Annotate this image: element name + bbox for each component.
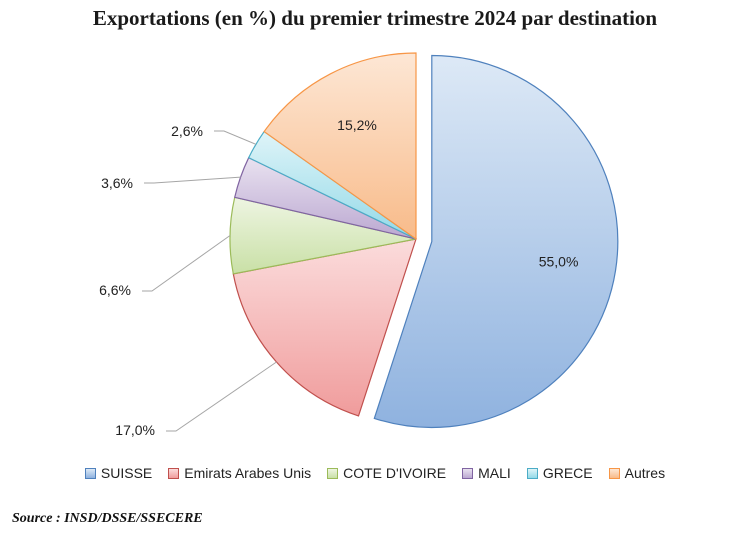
pie-chart: 55,0% 17,0% 6,6% 3,6% 2,6% 15,2% — [99, 52, 619, 438]
legend-swatch — [84, 467, 96, 479]
chart-legend: SUISSE Emirats Arabes Unis COTE D'IVOIRE MA… — [0, 465, 750, 481]
legend-swatch — [608, 467, 620, 479]
source-note: Source : INSD/DSSE/SSECERE — [12, 511, 203, 526]
legend-item: GRECE — [526, 465, 593, 481]
legend-item: Emirats Arabes Unis — [168, 465, 311, 481]
legend-item: SUISSE — [84, 465, 153, 481]
leader-line — [166, 361, 277, 432]
data-label-mali: 3,6% — [101, 175, 133, 191]
legend-label: GRECE — [542, 465, 593, 481]
pie-slice-suisse — [373, 54, 619, 429]
leader-line — [142, 235, 231, 292]
chart-title: Exportations (en %) du premier trimestre… — [92, 6, 658, 30]
legend-swatch — [168, 467, 180, 479]
legend-swatch — [526, 467, 538, 479]
data-label-autres: 15,2% — [337, 117, 377, 133]
legend-label: Emirats Arabes Unis — [184, 465, 312, 481]
leader-line — [214, 130, 257, 145]
legend-item: Autres — [608, 465, 666, 481]
legend-label: Autres — [624, 465, 666, 481]
legend-label: COTE D'IVOIRE — [343, 465, 447, 481]
data-label-cote-d-ivoire: 6,6% — [99, 282, 131, 298]
legend-item: MALI — [462, 465, 511, 481]
legend-label: SUISSE — [100, 465, 153, 481]
legend-label: MALI — [478, 465, 511, 481]
data-label-suisse: 55,0% — [539, 254, 579, 270]
data-label-emirats-arabes-unis: 17,0% — [115, 422, 155, 438]
leader-line — [144, 176, 241, 184]
legend-swatch — [327, 467, 339, 479]
data-label-grece: 2,6% — [171, 123, 203, 139]
legend-item: COTE D'IVOIRE — [327, 465, 446, 481]
pie-slice-autres — [263, 52, 417, 241]
pie-slice-emirats-arabes-unis — [232, 238, 417, 417]
legend-swatch — [462, 467, 474, 479]
